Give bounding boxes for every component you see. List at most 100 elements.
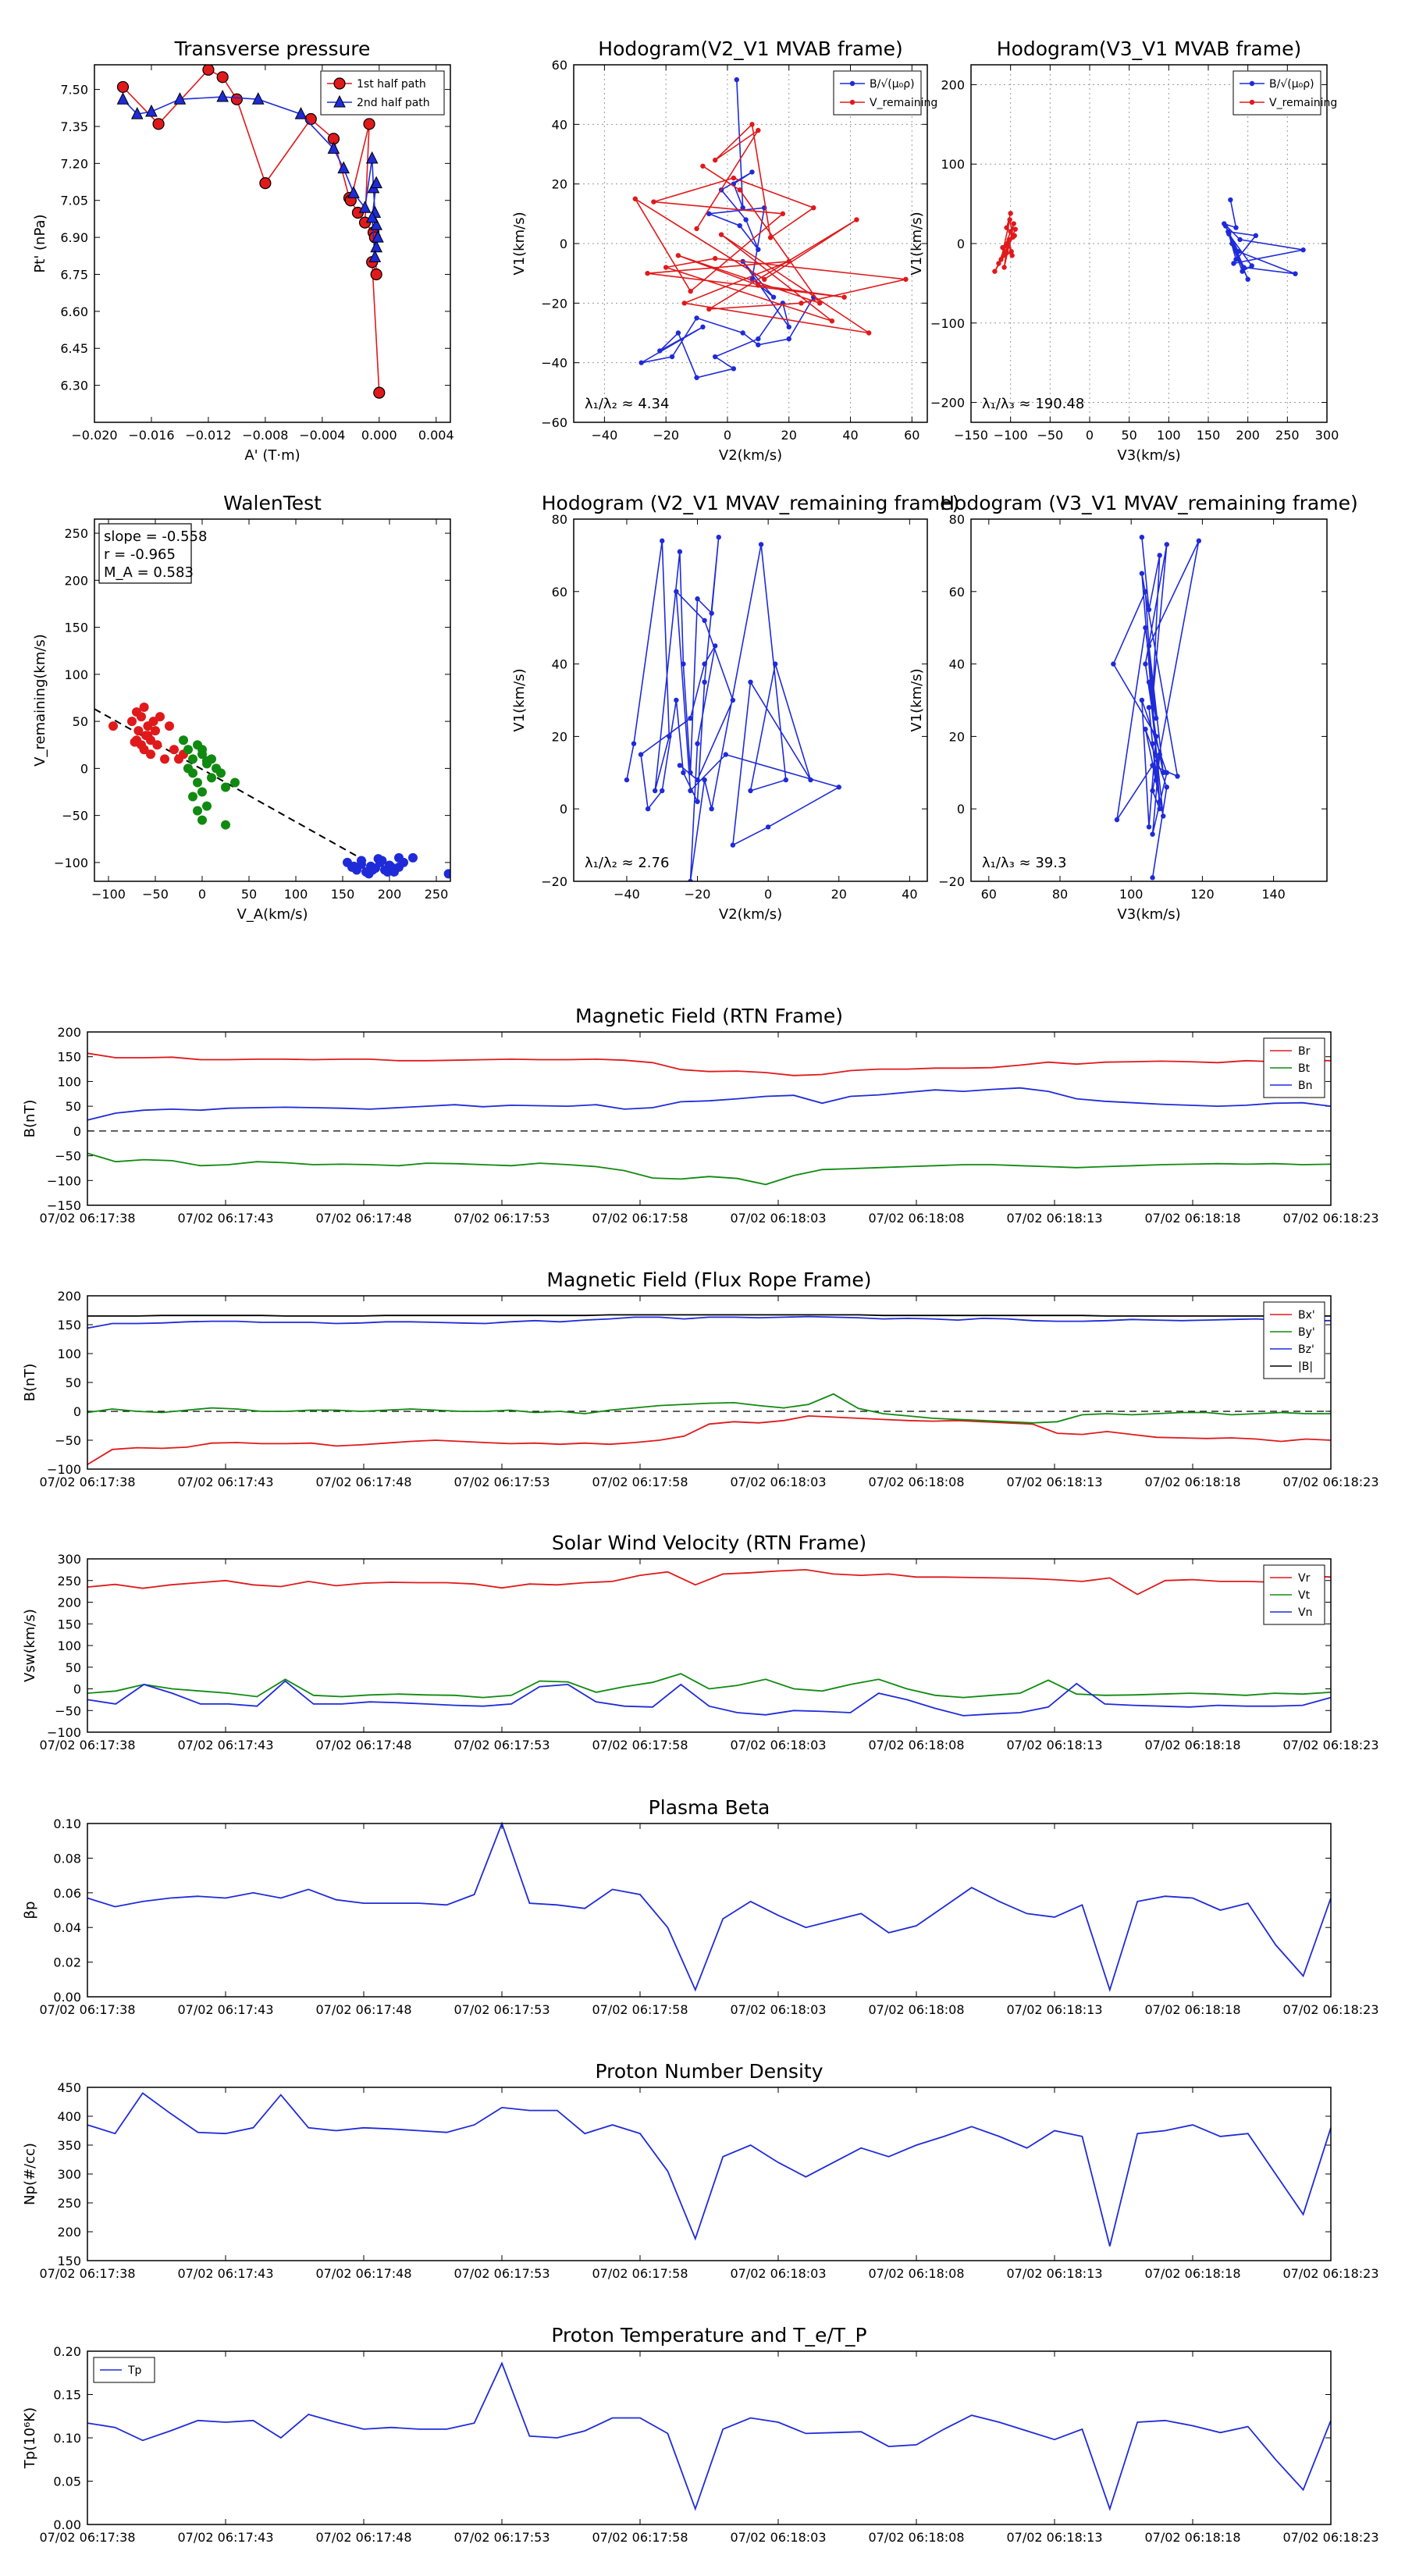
data-point [1253,233,1259,239]
x-tick-label: 200 [378,887,402,902]
chart-np: Proton Number Density Np(#/cc) 150 200 250 30… [22,2060,1379,2281]
series-line-0 [87,1821,1332,1993]
y-tick-label: 0.00 [53,1990,81,2005]
data-point [1111,661,1116,667]
y-tick-label: 7.20 [60,156,88,171]
legend-label: By' [1298,1326,1315,1339]
stats-line: r = -0.965 [104,546,176,563]
x-tick-label: 07/02 06:18:23 [1282,2530,1378,2545]
y-tick-label: −50 [55,1149,81,1164]
data-point [173,92,187,105]
y-tick-label: 250 [57,2196,81,2211]
x-tick-label: 07/02 06:18:03 [730,2530,826,2545]
data-point [394,852,404,863]
stats-line: slope = -0.558 [104,528,207,545]
y-tick-label: 250 [64,526,88,541]
data-point [130,737,140,747]
data-point [667,734,672,739]
data-point [998,257,1004,262]
data-point [152,740,162,750]
y-tick-label: 200 [64,573,88,588]
data-point [347,186,360,198]
y-tick-label: 200 [57,1025,81,1040]
data-point [756,127,761,133]
x-axis-label: V_A(km/s) [237,906,308,923]
plot-area [1111,535,1202,881]
y-tick-label: 0 [957,237,965,251]
data-point [207,773,216,783]
chart-hodo2: −150 −100 −50 0 50 100 150 200 250 300 −200 −100 0 10… [909,37,1339,464]
chart-pt: −0.020 −0.016 −0.012 −0.008 −0.004 0.000 0.004… [32,37,454,464]
x-tick-label: 07/02 06:18:13 [1006,1738,1102,1752]
data-point [216,71,229,84]
x-tick-label: 0 [1086,428,1094,443]
x-tick-label: 07/02 06:17:38 [39,1475,135,1489]
data-point [145,104,158,117]
series-line-1 [87,1393,1331,1424]
data-point [230,93,243,105]
x-tick-label: 0 [198,887,206,902]
data-point [808,777,813,783]
data-point [143,731,153,741]
chart-title: Hodogram(V2_V1 MVAB frame) [598,37,902,60]
x-tick-label: 07/02 06:18:13 [1006,1211,1102,1226]
y-axis-label: Tp(10⁶K) [22,2407,38,2469]
data-point [1139,535,1145,540]
x-axis-label: A' (T·m) [244,447,300,464]
data-point [700,163,706,169]
legend-label: |B| [1298,1361,1313,1373]
legend-label: Bt [1298,1062,1311,1075]
data-point [786,336,791,342]
chart-title: Proton Temperature and T_e/T_P [551,2324,866,2347]
y-axis-label: Pt' (nPa) [32,214,48,272]
data-point [702,777,707,783]
legend: Vr Vt Vn [1263,1564,1325,1625]
data-point [130,107,144,119]
data-point [1007,217,1012,222]
data-point [1236,248,1241,254]
data-point [1003,251,1008,256]
x-tick-label: 07/02 06:18:08 [868,2530,964,2545]
data-point [365,151,379,164]
data-point [1009,253,1015,258]
data-point [1150,788,1155,794]
data-point [1001,265,1007,270]
y-tick-label: 250 [57,1574,81,1589]
y-tick-label: 150 [64,621,88,635]
data-point [716,535,721,540]
y-tick-label: 20 [949,729,965,744]
series-line-0 [1112,537,1200,878]
x-tick-label: 07/02 06:18:23 [1282,1211,1378,1226]
x-tick-label: 0.004 [418,428,454,443]
data-point [702,617,707,624]
x-tick-label: 07/02 06:17:58 [592,2530,688,2545]
y-tick-label: −40 [541,356,567,371]
y-tick-label: 0.20 [53,2344,81,2359]
data-point [1010,234,1016,240]
x-tick-label: 07/02 06:17:38 [39,2266,135,2281]
y-tick-label: 100 [57,1638,81,1653]
data-point [718,232,724,237]
x-tick-label: 07/02 06:17:38 [39,2530,135,2545]
legend-label: Tp [127,2364,142,2377]
x-tick-label: 07/02 06:17:43 [177,1211,273,1226]
plot-frame [87,2350,1332,2525]
legend: B/√(μ₀ρ) V_remaining [1232,70,1337,116]
x-tick-label: 07/02 06:17:48 [315,1475,411,1489]
data-point [151,726,160,736]
eigenvalue-ratio: λ₁/λ₂ ≈ 4.34 [585,396,669,412]
data-point [702,679,707,685]
data-point [723,752,728,757]
series-line-3 [87,1314,1331,1317]
legend: Bx' By' Bz' |B| [1263,1301,1325,1379]
data-point [1150,697,1155,703]
data-point [327,141,340,154]
data-point [127,717,137,727]
x-tick-label: 140 [1261,887,1286,902]
y-tick-label: −100 [47,1725,81,1740]
data-point [221,820,230,830]
x-tick-label: 07/02 06:18:18 [1144,1475,1240,1489]
data-point [1233,257,1239,262]
data-point [259,177,272,190]
data-point [638,360,644,365]
